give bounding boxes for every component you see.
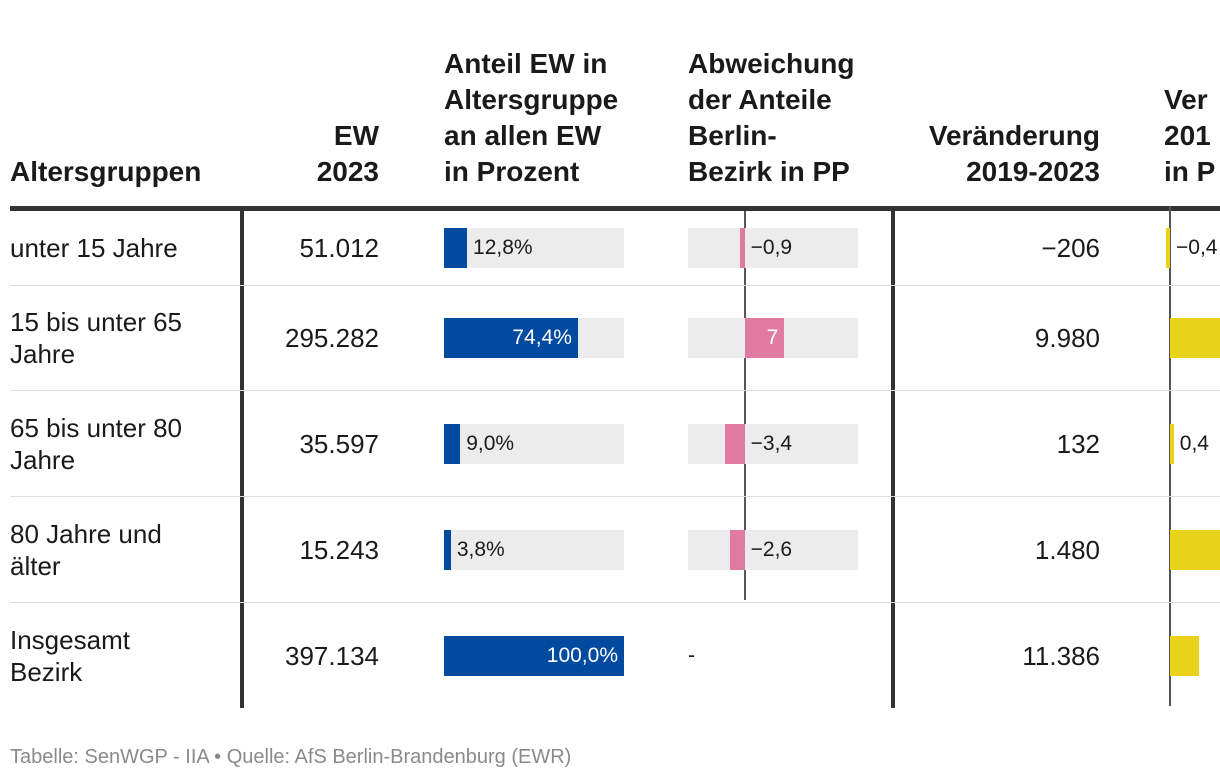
header-rule	[10, 206, 1220, 211]
change-percent-bar	[1170, 636, 1199, 676]
share-bar-label: 100,0%	[546, 644, 618, 667]
ew-value: 397.134	[285, 641, 379, 671]
column-divider-1	[240, 206, 244, 708]
ew-value: 15.243	[299, 535, 379, 565]
age-group-label: unter 15 Jahre	[10, 233, 178, 263]
share-bar	[444, 530, 451, 570]
change-value: 132	[1056, 429, 1100, 459]
share-bar-label: 12,8%	[473, 236, 533, 259]
share-bar	[444, 424, 461, 464]
deviation-bar	[739, 228, 745, 268]
deviation-bar	[725, 424, 745, 464]
header-ew-2023: EW 2023	[316, 120, 379, 187]
deviation-bar-track	[688, 424, 858, 464]
share-bar-track	[444, 424, 624, 464]
change-percent-label: 0,4	[1179, 432, 1209, 455]
deviation-bar-track	[688, 530, 858, 570]
header-deviation: Abweichung der Anteile Berlin- Bezirk in…	[688, 48, 855, 187]
change-value: 11.386	[1022, 641, 1100, 671]
row-separator	[10, 285, 1220, 286]
change-value: 1.480	[1034, 535, 1100, 565]
share-bar-track	[444, 228, 624, 268]
age-group-label: 15 bis unter 65 Jahre	[10, 307, 183, 369]
change-percent-label: −0,4	[1176, 236, 1218, 259]
deviation-bar-track	[688, 228, 858, 268]
header-change: Veränderung 2019-2023	[928, 120, 1100, 187]
share-bar	[444, 636, 624, 676]
change-value: 9.980	[1034, 323, 1100, 353]
deviation-bar	[744, 318, 785, 358]
ew-value: 295.282	[285, 323, 379, 353]
age-group-label: 80 Jahre und älter	[10, 519, 162, 581]
row-separator	[10, 602, 1220, 603]
deviation-bar-label: −3,4	[750, 432, 793, 455]
change-percent-bar	[1170, 424, 1174, 464]
deviation-bar-label: 7	[766, 326, 779, 349]
share-bar-label: 74,4%	[512, 326, 572, 349]
share-bar-label: 3,8%	[456, 538, 505, 561]
ew-value: 35.597	[299, 429, 379, 459]
header-change-percent: Ver 201 in P	[1164, 84, 1216, 187]
change-percent-bar	[1170, 318, 1220, 358]
header-age-groups: Altersgruppen	[10, 156, 202, 187]
share-bar	[444, 228, 468, 268]
deviation-bar-label: −0,9	[750, 236, 793, 259]
change-value: −206	[1041, 233, 1100, 263]
column-divider-2	[891, 206, 895, 708]
source-footer: Tabelle: SenWGP - IIA • Quelle: AfS Berl…	[10, 746, 572, 768]
share-bar	[444, 318, 578, 358]
deviation-zero-line	[744, 211, 746, 600]
deviation-bar-label: −2,6	[750, 538, 793, 561]
change-percent-bar	[1170, 530, 1220, 570]
row-separator	[10, 390, 1220, 391]
age-group-label: Insgesamt Bezirk	[10, 625, 130, 687]
change-percent-bar	[1166, 228, 1170, 268]
header-share: Anteil EW in Altersgruppe an allen EW in…	[444, 48, 619, 187]
age-group-label: 65 bis unter 80 Jahre	[10, 413, 183, 475]
share-bar-label: 9,0%	[466, 432, 515, 455]
ew-value: 51.012	[299, 233, 379, 263]
deviation-bar	[729, 530, 745, 570]
deviation-label: -	[688, 644, 695, 667]
share-bar-track	[444, 530, 624, 570]
row-separator	[10, 496, 1220, 497]
